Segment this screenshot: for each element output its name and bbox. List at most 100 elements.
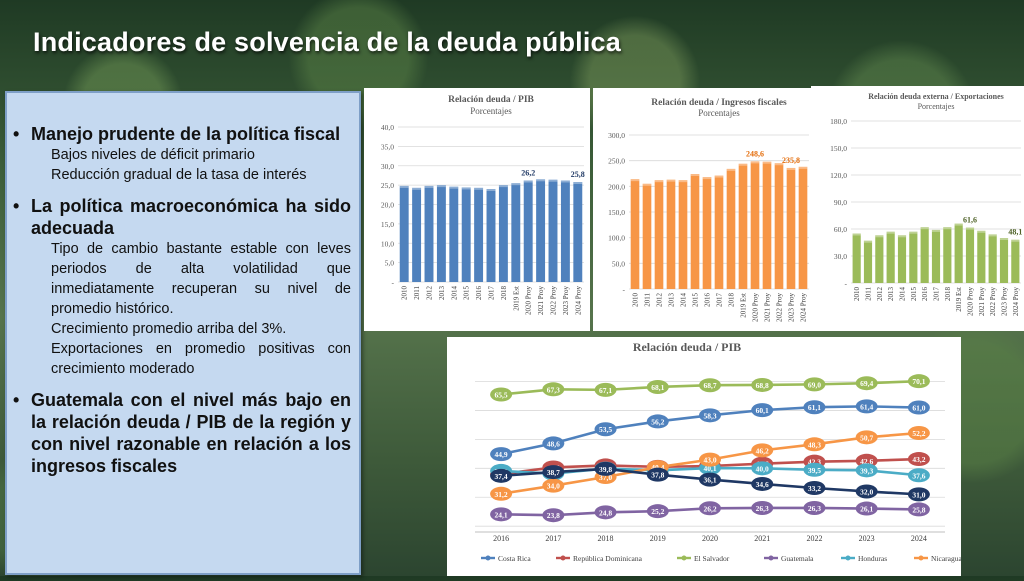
data-point — [490, 447, 513, 462]
bar — [738, 163, 748, 289]
y-tick-label: 40,0 — [381, 123, 394, 132]
bar — [399, 185, 409, 282]
bar-highlight — [954, 223, 963, 226]
bar — [536, 179, 546, 282]
data-point — [490, 486, 513, 501]
data-label: 38,7 — [547, 468, 560, 477]
data-label: 48,3 — [808, 440, 821, 449]
bar — [436, 185, 446, 282]
bar-highlight — [920, 227, 929, 230]
x-tick-label: 2012 — [656, 293, 664, 308]
data-label: 24,1 — [495, 510, 508, 519]
data-point — [907, 374, 930, 389]
data-point — [699, 408, 721, 423]
bar-highlight — [886, 231, 895, 234]
bar-highlight — [762, 161, 772, 164]
bar — [412, 187, 422, 282]
legend-label: Honduras — [858, 554, 887, 563]
bar-highlight — [424, 185, 434, 188]
y-tick-label: 20,0 — [381, 201, 394, 210]
bar — [852, 233, 861, 283]
y-tick-label: 25,0 — [381, 181, 394, 190]
bar-highlight — [1011, 239, 1020, 242]
y-tick-label: - — [623, 285, 626, 294]
bar — [548, 179, 558, 282]
data-point — [646, 379, 669, 394]
legend-label: República Dominicana — [573, 554, 643, 563]
data-label: 37,8 — [651, 471, 664, 480]
data-point — [490, 507, 513, 522]
data-label: 69,0 — [808, 380, 821, 389]
x-tick-label: 2020 Proy — [752, 293, 760, 322]
data-label: 25,8 — [912, 505, 925, 514]
data-point — [699, 472, 721, 487]
x-tick-label: 2022 — [806, 534, 822, 543]
y-tick-label: 35,0 — [381, 142, 394, 151]
bar-chart-external-debt-exports: Relación deuda externa / ExportacionesPo… — [830, 92, 1022, 316]
bar-highlight — [536, 179, 546, 182]
data-point — [594, 461, 617, 476]
data-point — [855, 463, 878, 478]
data-point — [646, 504, 669, 519]
bar-highlight — [977, 230, 986, 233]
y-tick-label: 200,0 — [608, 182, 625, 191]
bar-highlight — [702, 177, 712, 180]
y-tick-label: 150,0 — [608, 208, 625, 217]
bar-highlight — [642, 183, 652, 186]
data-label: 25,8 — [571, 170, 585, 179]
sub-point: Crecimiento promedio arriba del 3%. — [51, 321, 287, 337]
data-label: 31,2 — [495, 490, 508, 499]
x-tick-label: 2023 — [859, 534, 875, 543]
bar — [523, 180, 533, 282]
y-tick-label: - — [392, 278, 395, 287]
data-point — [699, 378, 721, 393]
legend-label: El Salvador — [694, 554, 730, 563]
legend-marker — [485, 555, 491, 561]
x-tick-label: 2017 — [545, 534, 561, 543]
data-point — [646, 467, 669, 482]
bar — [954, 223, 963, 283]
x-tick-label: 2020 Proy — [967, 287, 975, 316]
data-label: 52,2 — [912, 429, 925, 438]
legend-label: Guatemala — [781, 554, 814, 563]
data-label: 48,6 — [547, 439, 560, 448]
x-tick-label: 2014 — [899, 287, 907, 302]
data-label: 26,3 — [756, 504, 769, 513]
legend-marker — [768, 555, 774, 561]
y-tick-label: 15,0 — [381, 220, 394, 229]
data-point — [646, 414, 669, 429]
x-tick-label: 2015 — [910, 287, 918, 302]
bar — [573, 182, 583, 282]
data-point — [803, 481, 826, 495]
bar — [630, 179, 640, 289]
y-tick-label: 150,0 — [830, 144, 847, 153]
data-point — [803, 437, 826, 452]
data-label: 37,4 — [495, 472, 508, 481]
data-point — [907, 400, 930, 415]
x-tick-label: 2022 Proy — [989, 287, 997, 316]
bar — [762, 161, 772, 289]
y-tick-label: 50,0 — [612, 259, 625, 268]
data-point — [803, 377, 826, 392]
bar-highlight — [436, 185, 446, 188]
bar — [461, 187, 471, 282]
data-label: 50,7 — [860, 433, 873, 442]
y-tick-label: 250,0 — [608, 157, 625, 166]
x-tick-label: 2023 Proy — [788, 293, 796, 322]
x-tick-label: 2015 — [692, 293, 700, 308]
bar-highlight — [798, 166, 808, 169]
bar — [886, 231, 895, 283]
bar-highlight — [449, 186, 459, 189]
x-tick-label: 2010 — [853, 287, 861, 302]
bar-highlight — [774, 163, 784, 166]
x-tick-label: 2024 — [911, 534, 927, 543]
data-label: 34,0 — [547, 482, 560, 491]
x-tick-label: 2011 — [413, 286, 421, 300]
x-tick-label: 2024 Proy — [574, 286, 582, 315]
data-point — [594, 382, 617, 397]
data-point — [803, 500, 826, 515]
bar-highlight — [548, 179, 558, 182]
data-label: 37,0 — [599, 473, 612, 482]
data-point — [542, 382, 565, 397]
bar-highlight — [852, 233, 861, 236]
